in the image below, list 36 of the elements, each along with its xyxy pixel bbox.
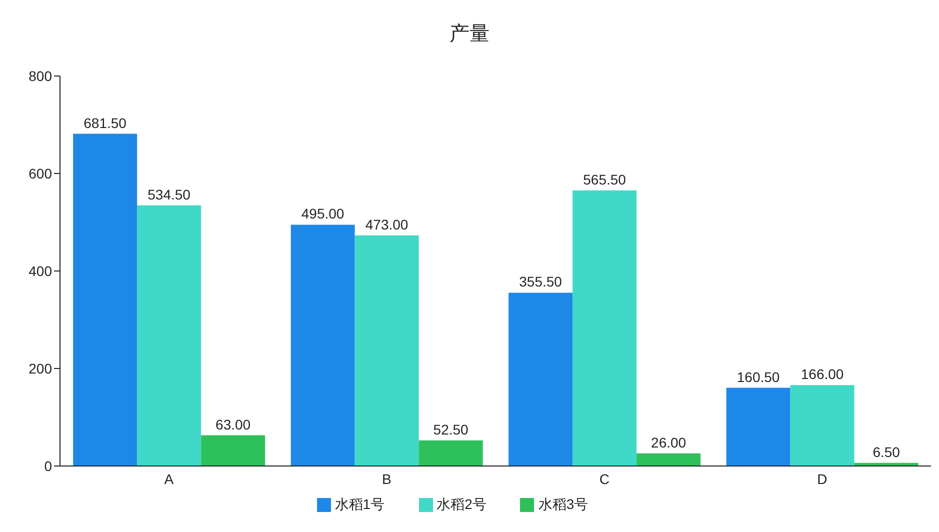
x-tick-label: B <box>382 470 392 487</box>
bar <box>418 440 483 466</box>
x-tick-label: A <box>164 470 174 487</box>
data-label: 355.50 <box>519 274 562 290</box>
data-label: 565.50 <box>583 171 626 188</box>
legend-label: 水稻1号 <box>334 496 385 512</box>
bar <box>290 224 355 466</box>
bar <box>137 205 202 466</box>
legend-label: 水稻2号 <box>436 496 486 512</box>
bar <box>508 292 573 466</box>
y-tick-label: 200 <box>28 360 52 376</box>
data-label: 166.00 <box>800 366 844 382</box>
bar <box>790 385 854 466</box>
bar <box>73 134 138 466</box>
bar <box>726 388 790 466</box>
data-label: 495.00 <box>301 206 344 222</box>
y-tick-label: 600 <box>28 165 52 182</box>
data-label: 26.00 <box>651 434 686 450</box>
x-tick-label: C <box>599 470 610 487</box>
chart-title: 产量 <box>448 22 490 47</box>
data-label: 534.50 <box>148 186 191 202</box>
x-tick-label: D <box>817 470 828 487</box>
bar <box>636 453 701 466</box>
legend-label: 水稻3号 <box>538 496 588 512</box>
data-label: 473.00 <box>365 216 408 232</box>
bar <box>572 190 637 466</box>
bar <box>201 435 266 466</box>
data-label: 6.50 <box>872 444 900 460</box>
data-label: 63.00 <box>216 416 251 432</box>
bar <box>354 235 419 466</box>
data-label: 681.50 <box>84 114 127 131</box>
data-label: 160.50 <box>736 368 780 385</box>
y-tick-label: 800 <box>28 68 52 84</box>
y-tick-label: 0 <box>44 458 52 474</box>
y-tick-label: 400 <box>28 262 52 279</box>
data-label: 52.50 <box>433 421 469 438</box>
